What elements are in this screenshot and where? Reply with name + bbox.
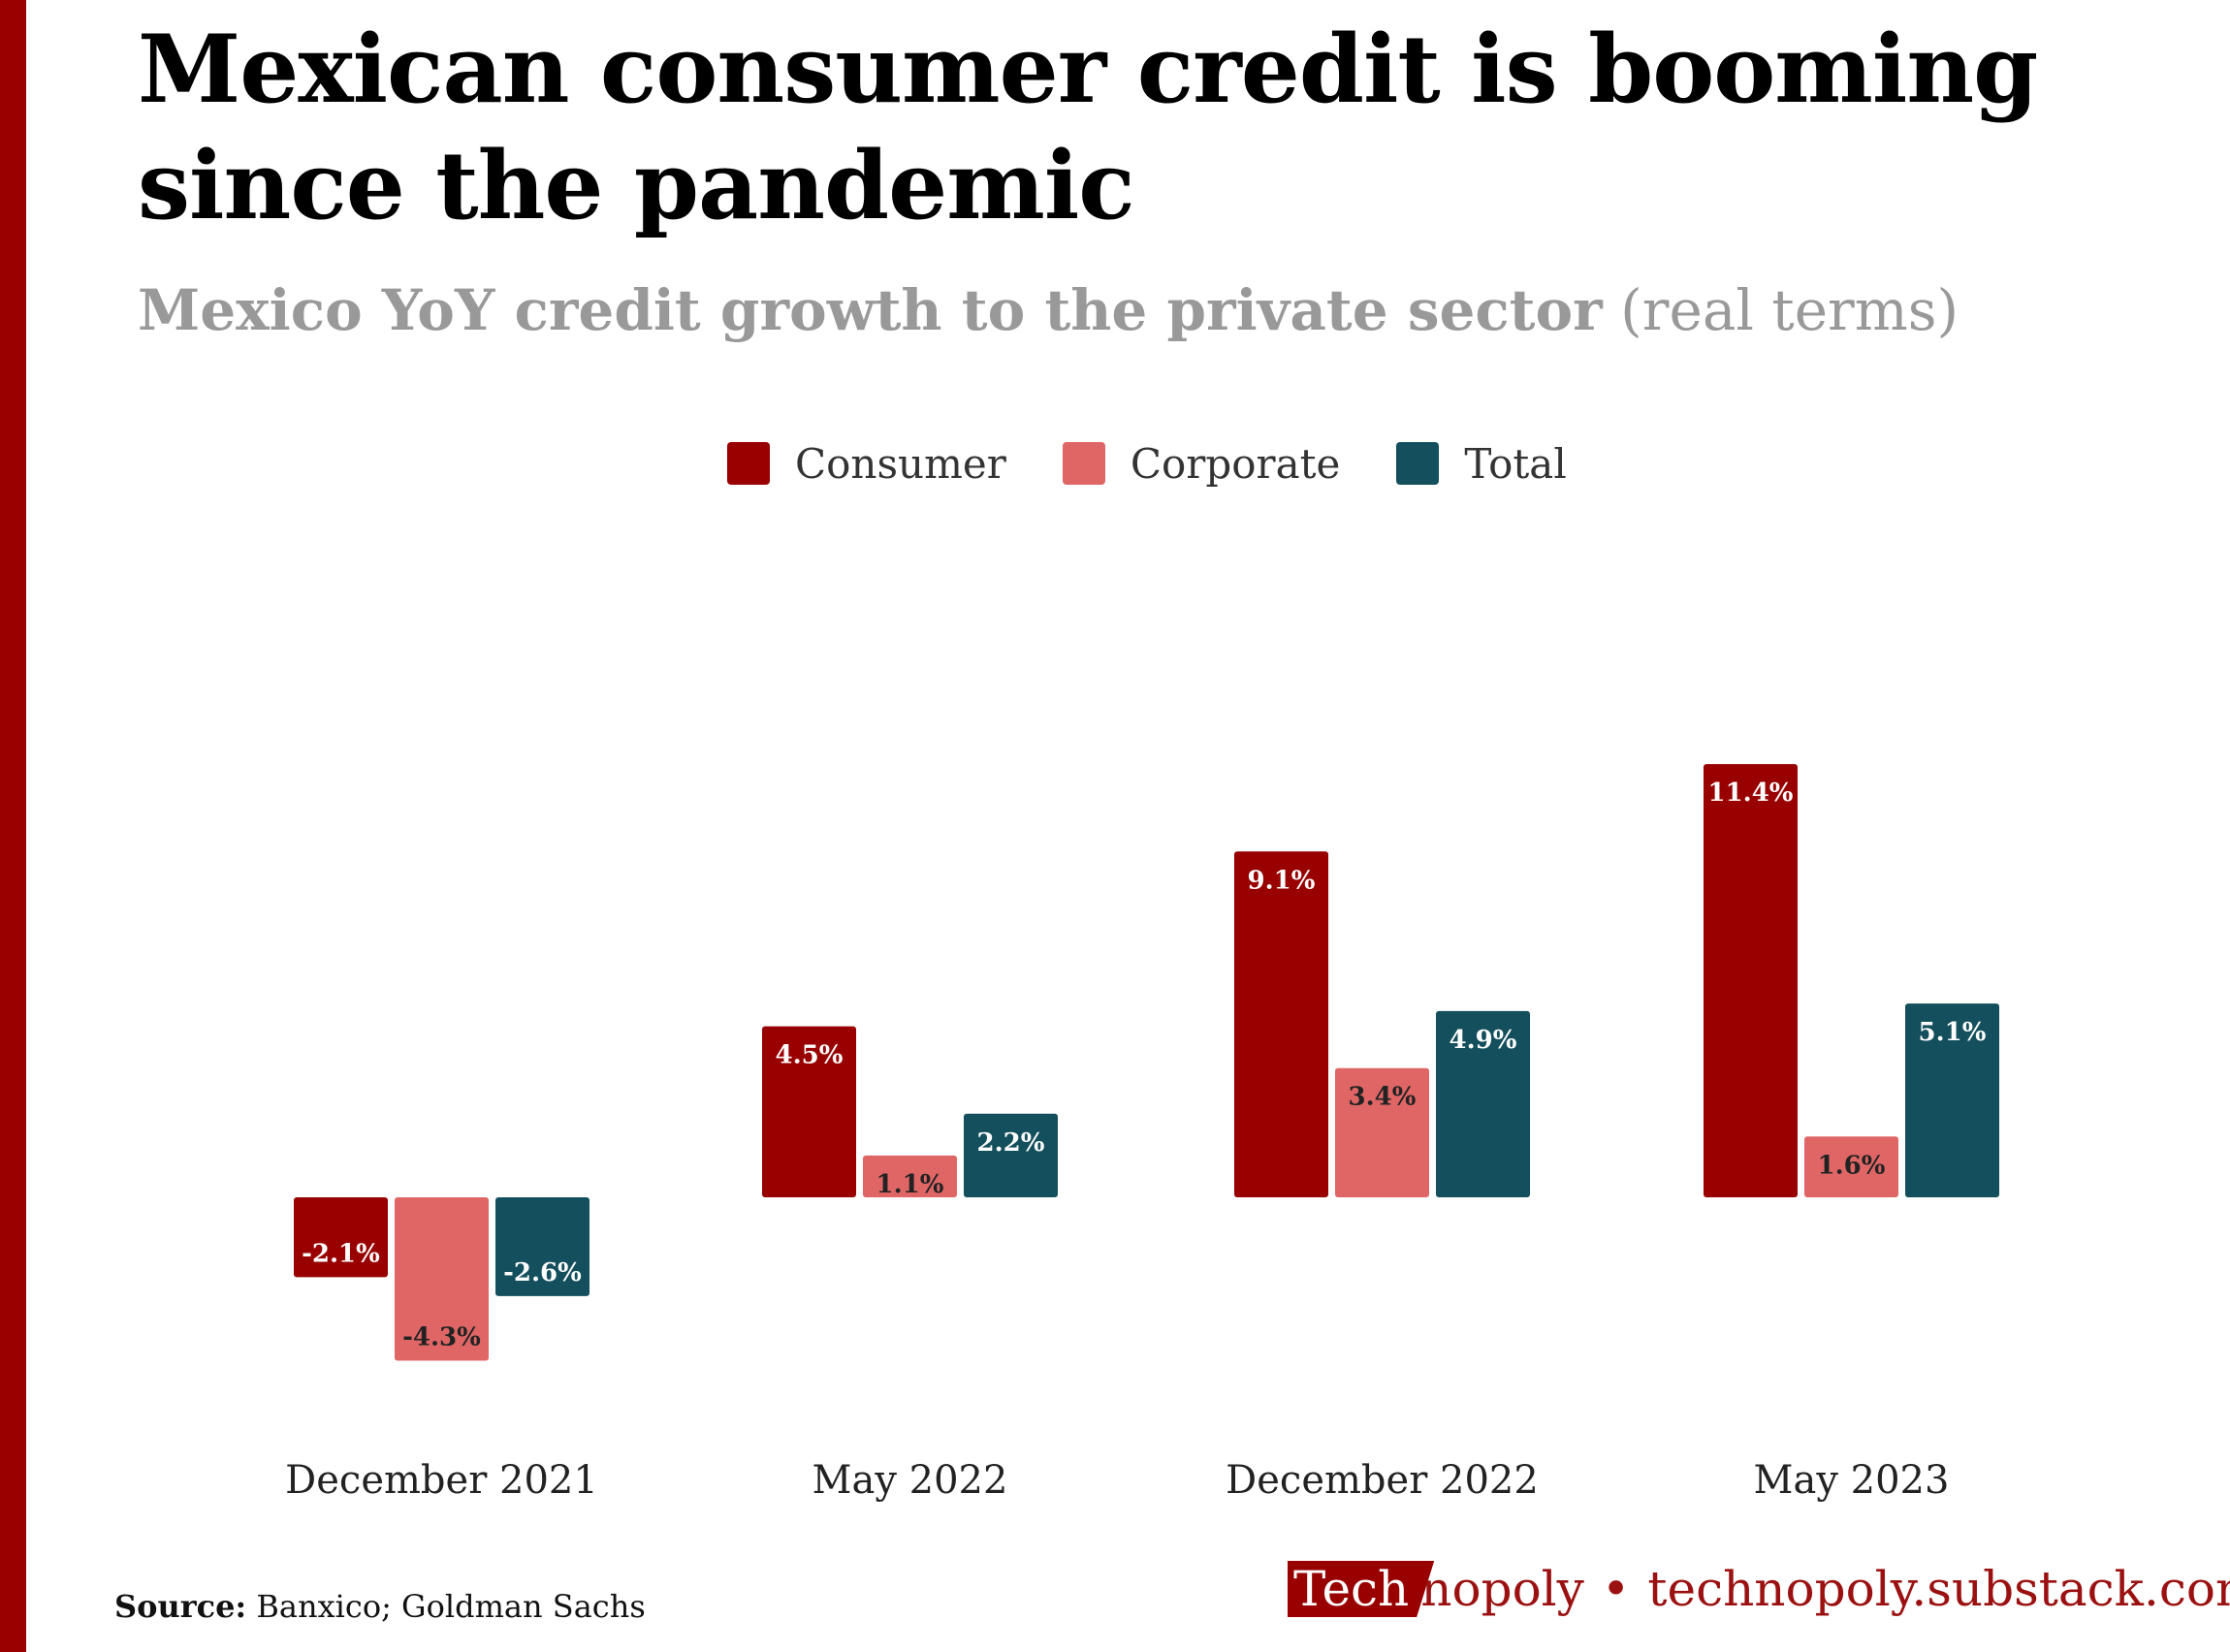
legend-label-total: Total: [1464, 439, 1567, 488]
category-label-may-2022: May 2022: [812, 1458, 1008, 1503]
brand-logo-tech: Tech: [1288, 1561, 1435, 1617]
source-label: Source:: [114, 1588, 247, 1625]
bar-total-may-2022: [964, 1113, 1058, 1197]
subtitle-note: (real terms): [1620, 277, 1959, 343]
chart-legend: Consumer Corporate Total: [727, 434, 1567, 492]
legend-label-consumer: Consumer: [795, 439, 1006, 488]
bar-consumer-may-2022: [762, 1026, 856, 1197]
bar-consumer-december-2021: [294, 1197, 388, 1278]
chart-title: Mexican consumer credit is booming since…: [138, 15, 2038, 240]
bar-total-december-2022: [1436, 1010, 1530, 1197]
side-accent-bar: [0, 0, 26, 1652]
brand-url[interactable]: technopoly.substack.com: [1647, 1561, 2230, 1617]
bar-corporate-december-2021: [395, 1197, 489, 1361]
legend-item-consumer: Consumer: [727, 440, 1006, 488]
data-label-total-december-2021: -2.6%: [503, 1258, 582, 1287]
category-label-december-2022: December 2022: [1226, 1458, 1539, 1503]
category-label-december-2021: December 2021: [285, 1458, 598, 1503]
data-label-corporate-december-2021: -4.3%: [402, 1323, 481, 1352]
bar-corporate-may-2023: [1804, 1136, 1898, 1197]
data-label-total-may-2023: 5.1%: [1919, 1018, 1987, 1047]
legend-item-corporate: Corporate: [1062, 439, 1341, 488]
brand-separator: •: [1601, 1561, 1631, 1617]
brand-footer: Tech nopoly • technopoly.substack.com: [1288, 1555, 2230, 1623]
data-label-consumer-december-2021: -2.1%: [302, 1239, 380, 1268]
legend-label-corporate: Corporate: [1130, 439, 1341, 488]
legend-swatch-total: [1396, 442, 1440, 485]
bar-total-may-2023: [1905, 1003, 1999, 1197]
bar-corporate-may-2022: [863, 1155, 957, 1197]
category-label-may-2023: May 2023: [1754, 1458, 1950, 1503]
bar-consumer-december-2022: [1234, 851, 1328, 1197]
data-label-consumer-may-2022: 4.5%: [776, 1041, 844, 1070]
brand-logo-rest: nopoly: [1420, 1561, 1584, 1617]
source-text: Banxico; Goldman Sachs: [246, 1588, 646, 1625]
data-label-corporate-december-2022: 3.4%: [1349, 1083, 1417, 1112]
bar-consumer-may-2023: [1704, 764, 1798, 1197]
source-note: Source: Banxico; Goldman Sachs: [114, 1586, 646, 1627]
data-label-total-may-2022: 2.2%: [977, 1128, 1045, 1158]
chart-subtitle: Mexico YoY credit growth to the private …: [138, 273, 2174, 347]
data-label-total-december-2022: 4.9%: [1450, 1026, 1517, 1055]
legend-item-total: Total: [1396, 439, 1567, 488]
legend-swatch-corporate: [1062, 442, 1105, 485]
data-label-consumer-december-2022: 9.1%: [1248, 866, 1316, 895]
data-label-consumer-may-2023: 11.4%: [1707, 778, 1793, 808]
bar-corporate-december-2022: [1335, 1067, 1429, 1197]
legend-swatch-consumer: [727, 442, 770, 485]
bar-total-december-2021: [495, 1197, 589, 1296]
data-label-corporate-may-2023: 1.6%: [1818, 1151, 1886, 1180]
subtitle-main: Mexico YoY credit growth to the private …: [138, 277, 1603, 343]
data-label-corporate-may-2022: 1.1%: [876, 1170, 944, 1199]
